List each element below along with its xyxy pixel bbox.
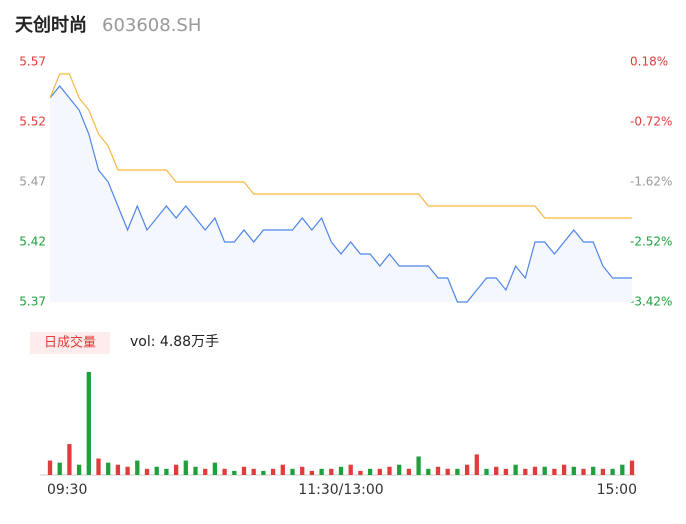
volume-bar	[183, 460, 188, 475]
volume-bar	[484, 468, 489, 475]
volume-bar	[135, 460, 140, 475]
volume-bar	[67, 444, 72, 475]
volume-bar	[494, 466, 499, 475]
volume-label-bg	[30, 332, 110, 354]
volume-label: 日成交量	[44, 335, 96, 351]
volume-bar	[193, 466, 198, 475]
volume-bar	[241, 466, 247, 475]
volume-bar	[387, 466, 392, 475]
y2-tick-label: -3.42%	[630, 295, 672, 309]
volume-bar	[455, 468, 460, 475]
y2-tick-label: 0.18%	[630, 55, 668, 69]
volume-bar	[503, 468, 509, 475]
volume-bar	[173, 464, 179, 475]
volume-bar	[270, 468, 276, 475]
y2-tick-label: -1.62%	[630, 175, 672, 189]
y-tick-label: 5.42	[19, 235, 46, 249]
volume-bar	[367, 468, 373, 475]
volume-bar	[319, 468, 324, 475]
volume-bar	[532, 466, 538, 475]
volume-bar	[542, 466, 547, 475]
volume-bar	[406, 468, 412, 475]
volume-bar	[86, 372, 91, 475]
volume-bar	[290, 468, 295, 475]
stock-code: 603608.SH	[102, 15, 201, 36]
volume-bar	[377, 468, 382, 475]
volume-bar	[106, 462, 111, 475]
volume-bar	[435, 466, 441, 475]
volume-bar	[115, 464, 121, 475]
volume-bar	[397, 464, 402, 475]
y2-tick-label: -2.52%	[630, 235, 672, 249]
volume-bar	[523, 468, 528, 475]
volume-bar	[348, 464, 353, 475]
volume-bar	[464, 464, 470, 475]
price-area	[50, 86, 632, 302]
volume-bar	[571, 466, 576, 475]
volume-bar	[629, 460, 635, 475]
volume-bar	[561, 464, 567, 475]
x-tick-label: 11:30/13:00	[298, 482, 383, 498]
y-tick-label: 5.52	[19, 115, 46, 129]
volume-bar	[620, 464, 625, 475]
volume-bar	[445, 468, 450, 475]
average-line	[49, 73, 632, 219]
volume-bar	[47, 460, 53, 475]
volume-bar	[300, 466, 305, 475]
volume-bar	[203, 468, 208, 475]
volume-bar	[232, 470, 237, 475]
volume-bar	[96, 458, 101, 475]
volume-bar	[222, 468, 227, 475]
volume-bar	[600, 468, 606, 475]
volume-summary: vol: 4.88万手	[130, 334, 219, 350]
x-tick-label: 15:00	[597, 482, 637, 498]
volume-bar	[513, 464, 518, 475]
volume-bar	[212, 462, 218, 475]
price-line	[49, 85, 632, 303]
volume-bar	[261, 470, 266, 475]
volume-bar	[610, 468, 615, 475]
x-tick-label: 09:30	[47, 482, 87, 498]
y-tick-label: 5.57	[19, 55, 46, 69]
y-tick-label: 5.37	[19, 295, 46, 309]
volume-bar	[474, 454, 479, 475]
volume-bar	[416, 456, 421, 475]
volume-bar	[125, 466, 130, 475]
volume-bar	[280, 464, 285, 475]
volume-bar	[309, 470, 315, 475]
volume-bar	[251, 468, 256, 475]
volume-bar	[154, 466, 159, 475]
volume-bar	[144, 468, 150, 475]
volume-bar	[338, 466, 344, 475]
volume-bar	[426, 468, 431, 475]
volume-bar	[164, 468, 169, 475]
volume-bar	[591, 466, 596, 475]
volume-bar	[57, 462, 62, 475]
y-tick-label: 5.47	[19, 175, 46, 189]
volume-bar	[76, 464, 82, 475]
y2-tick-label: -0.72%	[630, 115, 672, 129]
volume-bar	[329, 468, 334, 475]
volume-bar	[552, 468, 557, 475]
volume-bar	[581, 468, 586, 475]
stock-name: 天创时尚	[15, 14, 87, 36]
volume-bar	[358, 470, 363, 475]
